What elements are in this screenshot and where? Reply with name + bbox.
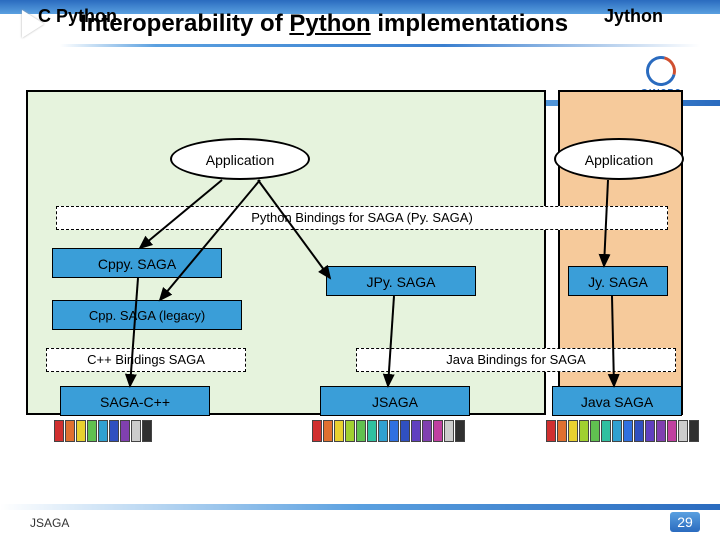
slide-title: Interoperability of Python implementatio… bbox=[80, 10, 568, 38]
color-swatch bbox=[98, 420, 108, 442]
java-saga-box: Java SAGA bbox=[552, 386, 682, 416]
color-swatch bbox=[389, 420, 399, 442]
color-swatch bbox=[131, 420, 141, 442]
color-swatch bbox=[645, 420, 655, 442]
color-swatch bbox=[109, 420, 119, 442]
color-swatch bbox=[120, 420, 130, 442]
jsaga-box: JSAGA bbox=[320, 386, 470, 416]
cpp-bindings: C++ Bindings SAGA bbox=[46, 348, 246, 372]
saga-cpp-box: SAGA-C++ bbox=[60, 386, 210, 416]
color-swatch bbox=[623, 420, 633, 442]
footer-left: JSAGA bbox=[30, 516, 69, 530]
application-ellipse-1: Application bbox=[170, 138, 310, 180]
color-swatch bbox=[312, 420, 322, 442]
color-swatch bbox=[345, 420, 355, 442]
color-swatch bbox=[568, 420, 578, 442]
color-swatch bbox=[689, 420, 699, 442]
color-swatch bbox=[656, 420, 666, 442]
color-swatch bbox=[378, 420, 388, 442]
color-swatch bbox=[557, 420, 567, 442]
color-swatch bbox=[65, 420, 75, 442]
color-swatch bbox=[590, 420, 600, 442]
color-swatch bbox=[142, 420, 152, 442]
cpython-label: C Python bbox=[38, 6, 117, 27]
color-swatch bbox=[334, 420, 344, 442]
color-swatch bbox=[367, 420, 377, 442]
title-rule bbox=[60, 44, 700, 47]
title-post: implementations bbox=[371, 10, 568, 37]
jython-label: Jython bbox=[604, 6, 663, 27]
cpp-saga-legacy-box: Cpp. SAGA (legacy) bbox=[52, 300, 242, 330]
color-swatch bbox=[356, 420, 366, 442]
color-swatch bbox=[433, 420, 443, 442]
color-swatch bbox=[667, 420, 677, 442]
jpy-saga-box: JPy. SAGA bbox=[326, 266, 476, 296]
color-swatch bbox=[678, 420, 688, 442]
color-swatch bbox=[455, 420, 465, 442]
ring-icon bbox=[641, 51, 682, 92]
swatches-sagacpp bbox=[54, 420, 153, 442]
color-swatch bbox=[323, 420, 333, 442]
color-swatch bbox=[422, 420, 432, 442]
color-swatch bbox=[87, 420, 97, 442]
swatches-jsaga bbox=[312, 420, 466, 442]
page-number: 29 bbox=[670, 512, 700, 532]
jy-saga-box: Jy. SAGA bbox=[568, 266, 668, 296]
color-swatch bbox=[579, 420, 589, 442]
color-swatch bbox=[612, 420, 622, 442]
application-ellipse-2: Application bbox=[554, 138, 684, 180]
swatches-javasaga bbox=[546, 420, 700, 442]
color-swatch bbox=[400, 420, 410, 442]
title-underlined: Python bbox=[289, 10, 370, 37]
color-swatch bbox=[601, 420, 611, 442]
footer-band bbox=[0, 504, 720, 510]
color-swatch bbox=[76, 420, 86, 442]
pysaga-bindings: Python Bindings for SAGA (Py. SAGA) bbox=[56, 206, 668, 230]
java-bindings: Java Bindings for SAGA bbox=[356, 348, 676, 372]
color-swatch bbox=[444, 420, 454, 442]
color-swatch bbox=[634, 420, 644, 442]
color-swatch bbox=[546, 420, 556, 442]
color-swatch bbox=[54, 420, 64, 442]
cppy-saga-box: Cppy. SAGA bbox=[52, 248, 222, 278]
slide: Interoperability of Python implementatio… bbox=[0, 0, 720, 540]
color-swatch bbox=[411, 420, 421, 442]
